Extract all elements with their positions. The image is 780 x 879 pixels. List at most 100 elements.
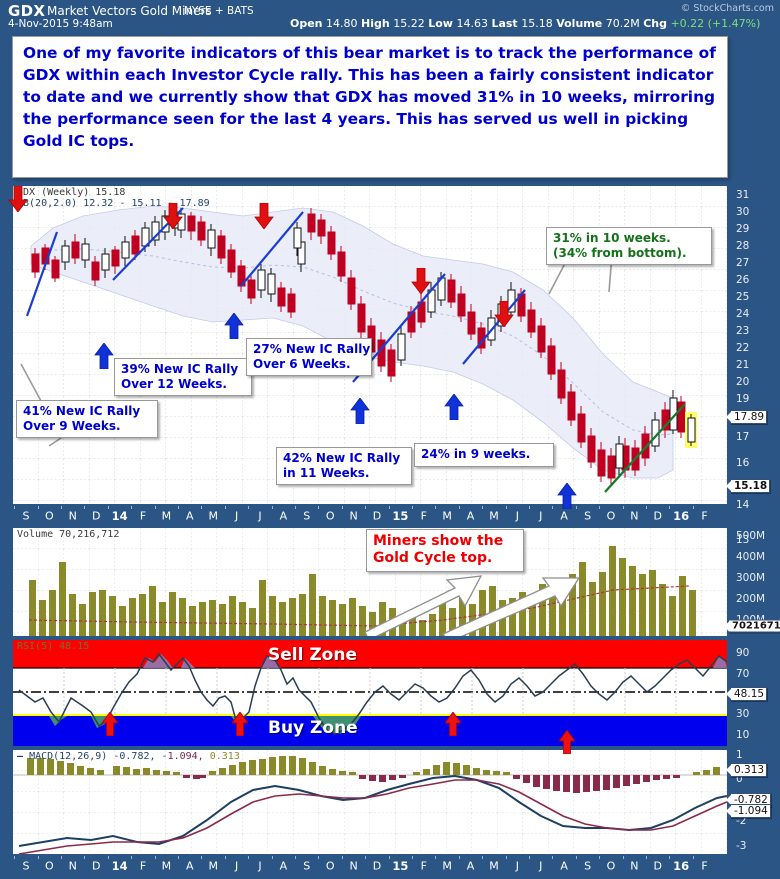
x-axis-tick bbox=[131, 856, 133, 859]
quote-bar: Open 14.80 High 15.22 Low 14.63 Last 15.… bbox=[290, 17, 760, 30]
price-label-pointer-icon bbox=[726, 481, 731, 491]
volume-label: Volume bbox=[556, 17, 603, 30]
rsi-legend: RSI(5) 48.15 bbox=[17, 641, 89, 652]
low-label: Low bbox=[428, 17, 453, 30]
volume-tick: 400M bbox=[736, 551, 766, 563]
x-axis-tick bbox=[622, 856, 624, 859]
rsi-sell-zone bbox=[13, 640, 727, 668]
price-tick: 14 bbox=[736, 499, 750, 511]
blue-up-arrow-icon bbox=[224, 313, 244, 339]
rsi-tick: 70 bbox=[736, 668, 750, 680]
red-up-arrow-icon bbox=[558, 730, 576, 754]
x-axis-month-label: J bbox=[234, 509, 239, 522]
macd-legend-name: MACD(12,26,9) bbox=[29, 751, 108, 762]
x-axis-tick bbox=[61, 856, 63, 859]
x-axis-tick bbox=[14, 856, 16, 859]
x-axis-month-label: A bbox=[466, 859, 475, 873]
x-axis-month-label: N bbox=[349, 509, 358, 522]
x-axis-tick bbox=[201, 506, 203, 509]
x-axis-tick bbox=[84, 506, 86, 509]
x-axis-month-label: F bbox=[701, 509, 708, 522]
x-axis-month-label: J bbox=[234, 859, 239, 873]
macd-label-pointer-icon bbox=[726, 795, 731, 805]
volume-last-value: 70216712 bbox=[732, 620, 780, 632]
price-tick: 30 bbox=[736, 206, 750, 218]
rsi-tick: 10 bbox=[736, 729, 750, 741]
x-axis-tick bbox=[505, 856, 507, 859]
x-axis-tick bbox=[669, 506, 671, 509]
x-axis-month-label: D bbox=[372, 509, 382, 522]
price-tick: 22 bbox=[736, 342, 750, 354]
exchange-label: NYSE + BATS bbox=[184, 5, 254, 17]
macd-legend-v3: 0.313 bbox=[209, 751, 240, 762]
price-tick: 26 bbox=[736, 274, 750, 286]
red-down-arrow-icon bbox=[163, 203, 183, 229]
x-axis-tick bbox=[435, 856, 437, 859]
annotation-rally-41: 41% New IC Rally Over 9 Weeks. bbox=[16, 400, 158, 439]
x-axis-tick bbox=[692, 506, 694, 509]
blue-up-arrow-icon bbox=[350, 398, 370, 424]
x-axis-tick bbox=[224, 856, 226, 859]
price-tick: 23 bbox=[736, 325, 750, 337]
x-axis-month-label: M bbox=[161, 859, 172, 873]
x-axis-tick bbox=[692, 856, 694, 859]
open-label: Open bbox=[290, 17, 323, 30]
macd-legend-v1: -0.782, bbox=[113, 751, 156, 762]
macd-legend-v2: -1.094, bbox=[161, 751, 204, 762]
blue-up-arrow-icon bbox=[94, 343, 114, 369]
rsi-last-label: 48.15 bbox=[726, 687, 768, 701]
x-axis-month-label: N bbox=[349, 859, 358, 873]
volume-callout-arrows bbox=[364, 575, 581, 636]
rsi-buy-zone bbox=[13, 716, 727, 746]
x-axis-month-label: A bbox=[560, 859, 568, 873]
x-axis-tick bbox=[412, 856, 414, 859]
x-axis-tick bbox=[365, 506, 367, 509]
annotation-miners-top: Miners show the Gold Cycle top. bbox=[366, 529, 524, 573]
x-axis-tick bbox=[412, 506, 414, 509]
annotation-rally-24: 24% in 9 weeks. bbox=[414, 443, 554, 467]
volume-label-pointer-icon bbox=[724, 621, 729, 631]
volume-value: 70.2M bbox=[605, 17, 640, 30]
volume-legend-text: Volume 70,216,712 bbox=[17, 529, 120, 540]
x-axis-month-label: O bbox=[45, 859, 54, 873]
x-axis-tick bbox=[61, 506, 63, 509]
red-up-arrow-icon bbox=[231, 712, 249, 736]
x-axis-tick bbox=[224, 506, 226, 509]
x-axis-month-label: S bbox=[303, 859, 311, 873]
x-axis-tick bbox=[669, 856, 671, 859]
bottom-x-axis: S O N D 14 F M A M J J A S O N D 15 F M A M J J A S O N D 16 F bbox=[12, 856, 728, 876]
x-axis-month-label: M bbox=[489, 859, 499, 873]
x-axis-month-label: D bbox=[653, 509, 662, 522]
x-axis-tick bbox=[529, 856, 531, 859]
buy-zone-label: Buy Zone bbox=[268, 718, 358, 738]
price-tick: 28 bbox=[736, 240, 750, 252]
x-axis-month-label: M bbox=[442, 509, 452, 522]
x-axis-month-label: J bbox=[258, 509, 262, 522]
annotation-rally-31: 31% in 10 weeks. (34% from bottom). bbox=[546, 227, 712, 266]
price-legend-main: GDX (Weekly) 15.18 bbox=[17, 187, 126, 198]
red-down-arrow-icon bbox=[8, 186, 28, 212]
x-axis-month-label: F bbox=[420, 509, 427, 522]
x-axis-month-label: 16 bbox=[673, 508, 690, 523]
x-axis-month-label: D bbox=[372, 859, 382, 873]
x-axis-tick bbox=[131, 506, 133, 509]
x-axis-tick bbox=[295, 856, 297, 859]
macd-label-pointer-icon bbox=[726, 806, 731, 816]
rsi-last-value: 48.15 bbox=[734, 688, 765, 700]
last-label: Last bbox=[491, 17, 518, 30]
x-axis-month-label: S bbox=[303, 509, 311, 522]
macd-label-pointer-icon bbox=[726, 765, 731, 775]
x-axis-tick bbox=[482, 506, 484, 509]
x-axis-month-label: S bbox=[584, 859, 592, 873]
last-value: 15.18 bbox=[521, 17, 553, 30]
macd-signal-value: -1.094 bbox=[734, 805, 768, 817]
sell-zone-label: Sell Zone bbox=[268, 645, 357, 665]
x-axis-tick bbox=[37, 506, 39, 509]
x-axis-tick bbox=[552, 856, 554, 859]
x-axis-tick bbox=[248, 506, 250, 509]
rsi-tick: 30 bbox=[736, 708, 750, 720]
x-axis-month-label: J bbox=[515, 859, 519, 873]
macd-hist-label: 0.313 bbox=[726, 763, 768, 777]
price-tick: 16 bbox=[736, 457, 750, 469]
